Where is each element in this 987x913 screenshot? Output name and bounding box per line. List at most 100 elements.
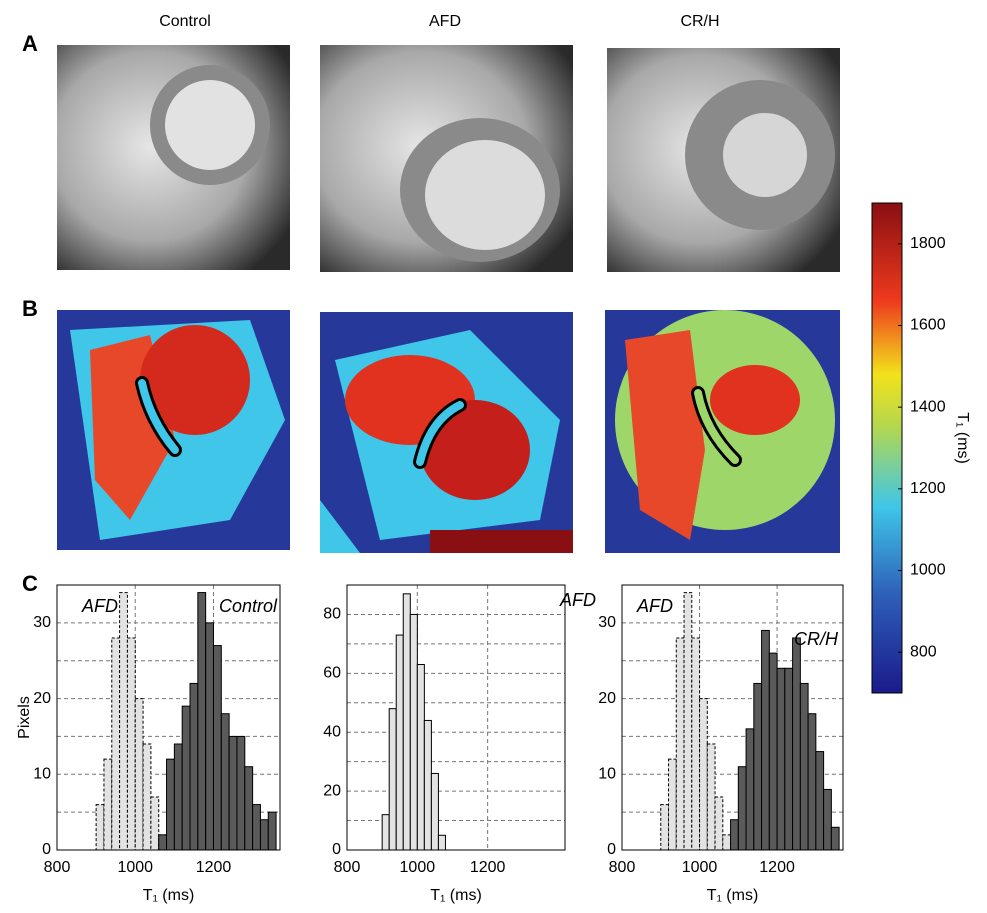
histogram-bar <box>745 728 755 851</box>
histogram-bar <box>181 705 191 851</box>
x-tick-label: 800 <box>609 859 636 876</box>
colorbar-label: T₁ (ms) <box>954 412 971 464</box>
y-tick-label: 60 <box>323 665 341 682</box>
plot-frame <box>346 584 566 851</box>
histogram-bar <box>668 758 677 851</box>
panel-label: B <box>22 296 38 321</box>
histogram-bar <box>212 645 222 851</box>
histogram-bar <box>409 613 418 851</box>
series-label: CR/H <box>794 629 839 649</box>
histogram-bar <box>815 751 825 851</box>
colorbar-tick-label: 800 <box>910 643 937 660</box>
x-axis-label: T₁ (ms) <box>430 887 482 904</box>
histogram-bar <box>799 682 809 851</box>
histogram-bar <box>134 698 144 851</box>
histogram-bar <box>675 637 685 851</box>
histogram-bar <box>792 637 801 851</box>
histogram-bar <box>95 804 105 851</box>
histogram-bar <box>252 804 261 851</box>
histogram-bar <box>197 592 207 851</box>
histogram-bar <box>784 667 794 851</box>
histogram-bar <box>807 713 817 851</box>
column-title: Control <box>159 13 211 30</box>
x-tick-label: 1200 <box>759 859 795 876</box>
histogram-bar <box>430 772 439 851</box>
x-tick-label: 800 <box>44 859 71 876</box>
histogram-bar <box>722 834 732 851</box>
y-tick-label: 0 <box>42 841 51 858</box>
histogram-bar <box>395 634 404 851</box>
t1-map <box>605 310 840 553</box>
histogram-bar <box>119 592 128 851</box>
histogram-bar <box>691 637 701 851</box>
histogram-bar <box>189 682 199 851</box>
histogram-bar <box>158 834 168 851</box>
histogram-bar <box>259 819 269 851</box>
panel-label: A <box>22 31 38 56</box>
histogram-bar <box>416 664 425 851</box>
x-axis-label: T₁ (ms) <box>143 887 195 904</box>
series-label: AFD <box>636 596 673 616</box>
x-axis-label: T₁ (ms) <box>707 887 759 904</box>
plot-frame <box>56 584 281 851</box>
t1-map <box>57 310 290 550</box>
mri-image <box>607 48 840 272</box>
series-label: AFD <box>559 590 596 610</box>
x-tick-label: 800 <box>334 859 361 876</box>
colorbar-tick-label: 1600 <box>910 317 946 334</box>
y-tick-label: 30 <box>33 614 51 631</box>
column-title: AFD <box>429 13 461 30</box>
x-tick-label: 1200 <box>196 859 232 876</box>
y-tick-label: 10 <box>598 766 616 783</box>
series-label: AFD <box>81 596 118 616</box>
y-tick-label: 40 <box>323 723 341 740</box>
x-tick-label: 1000 <box>400 859 436 876</box>
histogram-bar <box>402 593 411 851</box>
histogram-bar <box>173 743 183 851</box>
x-tick-label: 1000 <box>682 859 718 876</box>
histogram-bar <box>126 637 136 851</box>
histogram-bar <box>244 766 254 851</box>
colorbar-tick-label: 1000 <box>910 562 946 579</box>
histogram-bar <box>660 804 670 851</box>
histogram-bar <box>205 622 214 851</box>
mri-image <box>57 45 290 270</box>
histogram-bar <box>823 788 832 851</box>
histogram-bar <box>753 682 763 851</box>
histogram-bar <box>683 592 693 851</box>
histogram-bar <box>103 758 113 851</box>
histogram-bar <box>381 814 390 851</box>
histogram-bar <box>166 758 175 851</box>
y-tick-label: 10 <box>33 766 51 783</box>
histogram-bar <box>714 796 724 851</box>
histogram-bar <box>111 637 121 851</box>
histogram-bar <box>236 735 246 851</box>
colorbar-tick-label: 1200 <box>910 480 946 497</box>
histogram-bar <box>776 667 786 851</box>
histogram-bar <box>761 629 770 851</box>
histogram-bar <box>142 743 152 851</box>
column-title: CR/H <box>680 13 719 30</box>
y-tick-label: 0 <box>332 841 341 858</box>
colorbar-tick-label: 1400 <box>910 398 946 415</box>
y-axis-label: Pixels <box>16 696 33 739</box>
colorbar-tick-label: 1800 <box>910 235 946 252</box>
plot-frame <box>621 584 844 851</box>
histogram-bar <box>699 698 708 851</box>
histogram-bar <box>830 826 840 851</box>
t1-map <box>320 312 573 553</box>
histogram-bar <box>706 743 716 851</box>
histogram-bar <box>150 796 160 851</box>
y-tick-label: 20 <box>33 690 51 707</box>
histogram-bar <box>423 719 432 851</box>
histogram-bar <box>228 735 238 851</box>
histogram-bar <box>388 708 397 851</box>
histogram-bar <box>730 819 739 851</box>
histogram-bar <box>737 766 747 851</box>
histogram-bar <box>437 834 446 851</box>
y-tick-label: 80 <box>323 606 341 623</box>
histogram-bar <box>220 713 230 851</box>
series-label: Control <box>219 596 278 616</box>
y-tick-label: 0 <box>607 841 616 858</box>
